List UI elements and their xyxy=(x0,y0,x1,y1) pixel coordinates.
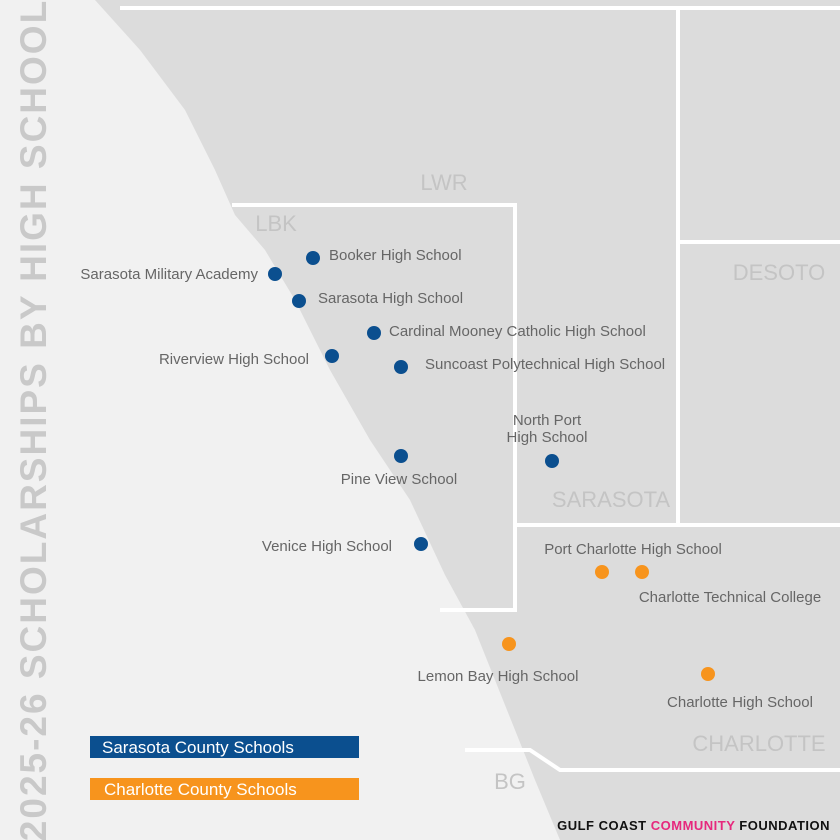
school-dot[interactable] xyxy=(701,667,715,681)
county-borders xyxy=(120,6,840,772)
region-label: LWR xyxy=(420,170,467,195)
region-label: SARASOTA xyxy=(552,487,671,512)
school-label: Lemon Bay High School xyxy=(418,668,579,685)
school-dot[interactable] xyxy=(635,565,649,579)
school-dot[interactable] xyxy=(367,326,381,340)
footer-part: COMMUNITY xyxy=(651,818,735,833)
school-label: North Port xyxy=(513,412,582,429)
school-dot[interactable] xyxy=(394,449,408,463)
land xyxy=(95,0,840,840)
legend-label: Sarasota County Schools xyxy=(102,738,294,757)
school-label: Cardinal Mooney Catholic High School xyxy=(389,323,646,340)
school-label: Sarasota Military Academy xyxy=(80,266,258,283)
school-dot[interactable] xyxy=(414,537,428,551)
region-label: DESOTO xyxy=(733,260,826,285)
school-label: Sarasota High School xyxy=(318,290,463,307)
school-label: Charlotte High School xyxy=(667,694,813,711)
footer-part: FOUNDATION xyxy=(739,818,830,833)
school-dot[interactable] xyxy=(595,565,609,579)
region-label: CHARLOTTE xyxy=(692,731,825,756)
legend-label: Charlotte County Schools xyxy=(104,780,297,799)
school-label: Charlotte Technical College xyxy=(639,589,821,606)
legend-swatch xyxy=(90,736,359,758)
school-dot[interactable] xyxy=(502,637,516,651)
school-dot[interactable] xyxy=(268,267,282,281)
region-label: BG xyxy=(494,769,526,794)
school-label: Venice High School xyxy=(262,538,392,555)
region-label: LBK xyxy=(255,211,297,236)
school-dot[interactable] xyxy=(292,294,306,308)
footer-part: GULF COAST xyxy=(557,818,647,833)
school-dot[interactable] xyxy=(325,349,339,363)
school-label: High School xyxy=(507,429,588,446)
school-label: Booker High School xyxy=(329,247,462,264)
school-label: Riverview High School xyxy=(159,351,309,368)
school-label: Suncoast Polytechnical High School xyxy=(425,356,665,373)
footer: GULF COAST COMMUNITY FOUNDATION xyxy=(557,818,830,833)
schools: Booker High School Sarasota Military Aca… xyxy=(80,247,821,711)
school-dot[interactable] xyxy=(394,360,408,374)
school-dot[interactable] xyxy=(545,454,559,468)
school-label: Port Charlotte High School xyxy=(544,541,722,558)
school-dot[interactable] xyxy=(306,251,320,265)
legend-swatch xyxy=(90,778,359,800)
school-label: Pine View School xyxy=(341,471,457,488)
map-title: 2025-26 SCHOLARSHIPS BY HIGH SCHOOL xyxy=(13,0,54,840)
